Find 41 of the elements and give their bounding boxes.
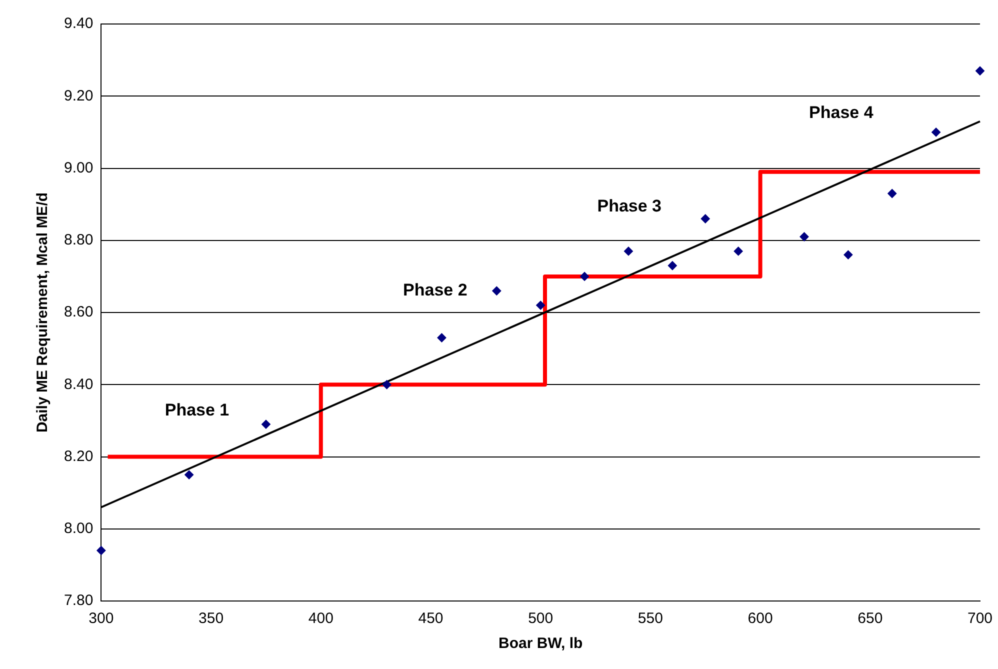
y-tick-label: 9.00 (64, 159, 94, 176)
y-tick-label: 9.40 (64, 15, 94, 32)
point (888, 188, 897, 198)
annotation: Phase 1 (164, 400, 230, 420)
point (580, 272, 590, 281)
x-tick-label: 650 (858, 610, 883, 628)
y-tick-label: 8.40 (64, 376, 94, 393)
y-tick-label: 8.00 (64, 520, 94, 538)
point (800, 232, 809, 242)
x-tick-label: 450 (418, 610, 444, 628)
point (844, 250, 853, 260)
x-tick-label: 300 (88, 610, 114, 628)
point (437, 333, 446, 342)
x-tick-label: 700 (967, 610, 993, 628)
x-tick-label: 500 (528, 610, 554, 628)
point (261, 420, 270, 429)
point (734, 246, 743, 256)
annotation: Phase 2 (403, 280, 468, 300)
annotation: Phase 4 (809, 103, 874, 122)
y-tick-label: 7.80 (64, 592, 94, 610)
point (96, 546, 106, 556)
y-tick-label: 9.20 (64, 87, 94, 104)
point (382, 380, 392, 390)
x-tick-label: 600 (748, 610, 773, 628)
y-tick-label: 8.20 (64, 448, 94, 465)
point (492, 286, 502, 296)
point (976, 66, 984, 76)
y-tick-label: 8.60 (64, 304, 94, 321)
y-tick-label: 8.80 (64, 232, 94, 249)
y-axis-title: Daily ME Requirement, Mcal ME/d (34, 192, 52, 433)
annotation: Phase 3 (597, 196, 662, 216)
point (668, 261, 677, 270)
x-tick-label: 350 (198, 610, 224, 628)
point (184, 470, 194, 480)
point (536, 300, 546, 310)
point (624, 246, 633, 256)
x-tick-label: 550 (638, 610, 663, 628)
x-axis-title: Boar BW, lb (498, 635, 583, 652)
point (932, 128, 941, 137)
x-tick-label: 400 (308, 610, 334, 628)
point (700, 214, 710, 224)
